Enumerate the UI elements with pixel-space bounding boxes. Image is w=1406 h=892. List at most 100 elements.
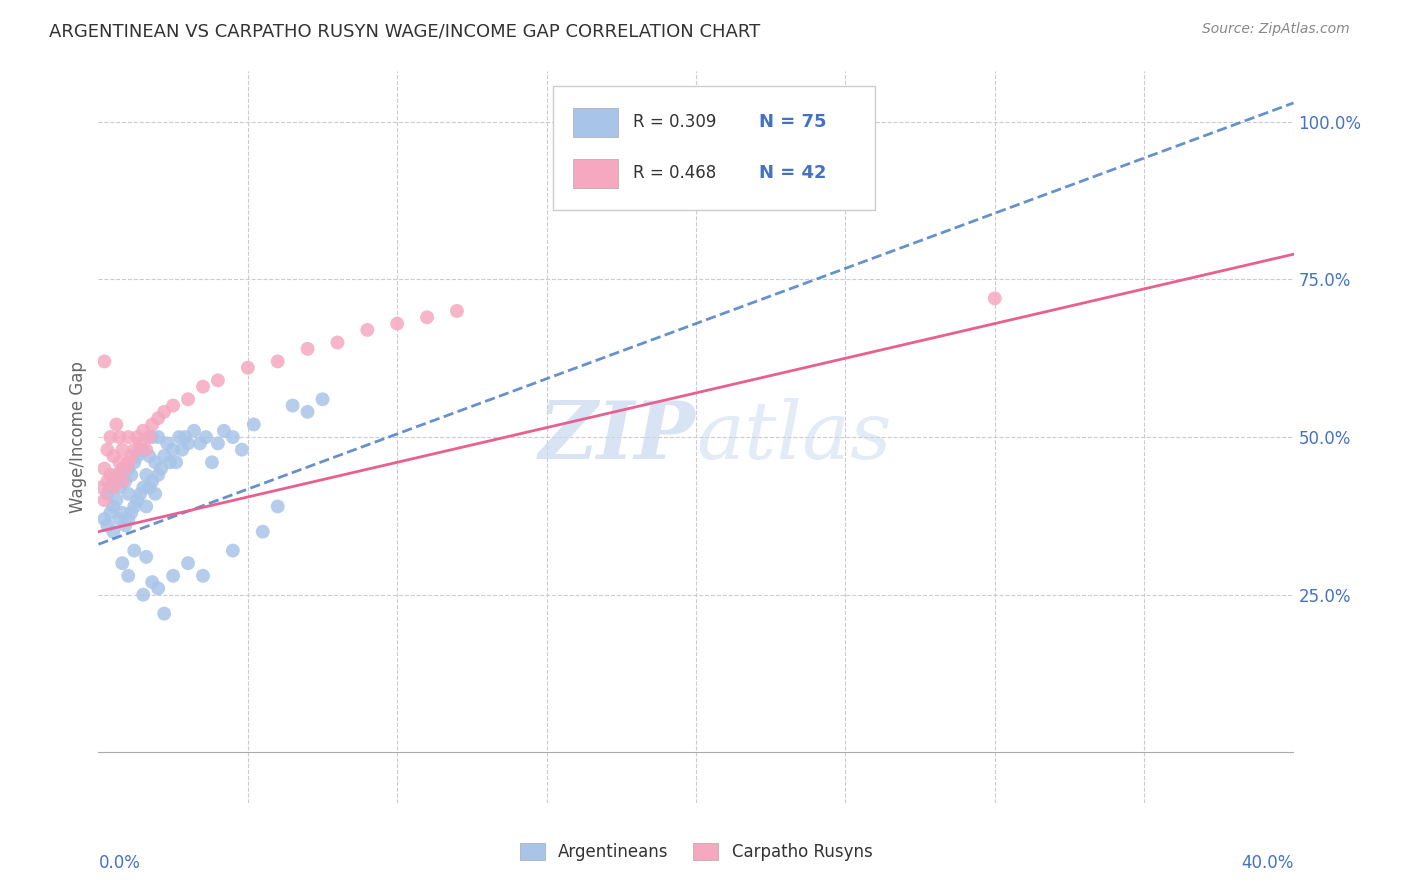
Point <box>103 474 125 488</box>
Point <box>177 392 200 407</box>
Text: N = 75: N = 75 <box>759 112 827 131</box>
Point <box>105 417 128 432</box>
Point <box>177 436 200 450</box>
Text: N = 42: N = 42 <box>759 164 827 182</box>
Point <box>311 392 333 407</box>
Point <box>188 436 211 450</box>
Point <box>162 442 184 457</box>
Point <box>108 455 131 469</box>
Point <box>148 411 170 425</box>
Point <box>183 424 205 438</box>
Point <box>416 310 439 325</box>
Legend: Argentineans, Carpatho Rusyns: Argentineans, Carpatho Rusyns <box>513 836 879 868</box>
Point <box>165 455 187 469</box>
Point <box>114 461 136 475</box>
Point <box>127 449 149 463</box>
Point <box>141 417 163 432</box>
Point <box>356 323 378 337</box>
Point <box>281 399 304 413</box>
Point <box>222 543 245 558</box>
Point <box>446 304 468 318</box>
Point <box>124 442 146 457</box>
Point <box>135 549 157 564</box>
Bar <box>572 159 619 188</box>
Point <box>326 335 349 350</box>
Point <box>150 461 173 475</box>
Text: atlas: atlas <box>696 399 891 475</box>
Point <box>98 506 122 520</box>
Point <box>297 405 319 419</box>
Point <box>90 481 112 495</box>
FancyBboxPatch shape <box>553 86 876 211</box>
Point <box>267 354 290 368</box>
Point <box>141 430 163 444</box>
Point <box>201 455 224 469</box>
Point <box>132 424 155 438</box>
Point <box>207 373 229 387</box>
Point <box>252 524 274 539</box>
Point <box>103 500 125 514</box>
Point <box>124 455 146 469</box>
Text: 0.0%: 0.0% <box>98 854 141 872</box>
Point <box>174 430 197 444</box>
Point <box>105 467 128 482</box>
Point <box>153 449 176 463</box>
Text: ZIP: ZIP <box>538 399 696 475</box>
Text: Source: ZipAtlas.com: Source: ZipAtlas.com <box>1202 22 1350 37</box>
Point <box>156 436 179 450</box>
Point <box>114 518 136 533</box>
Point <box>162 569 184 583</box>
Point <box>162 399 184 413</box>
Point <box>191 569 214 583</box>
Point <box>222 430 245 444</box>
Point <box>111 474 134 488</box>
Point <box>132 481 155 495</box>
Point <box>124 500 146 514</box>
Point <box>103 524 125 539</box>
Point <box>103 481 125 495</box>
Point <box>93 493 115 508</box>
Point <box>120 506 142 520</box>
Point <box>135 467 157 482</box>
Point <box>231 442 253 457</box>
Point <box>141 474 163 488</box>
Point <box>138 481 160 495</box>
Point <box>129 487 152 501</box>
Point <box>114 474 136 488</box>
Point <box>177 556 200 570</box>
Point <box>167 430 190 444</box>
Point <box>93 354 115 368</box>
Point <box>117 487 139 501</box>
Point <box>132 588 155 602</box>
Point <box>103 449 125 463</box>
Point <box>127 430 149 444</box>
Point <box>98 467 122 482</box>
Point <box>212 424 235 438</box>
Point <box>96 442 118 457</box>
Point <box>143 487 166 501</box>
Point <box>159 455 181 469</box>
Point <box>207 436 229 450</box>
Point <box>148 467 170 482</box>
Point <box>195 430 218 444</box>
Point <box>108 512 131 526</box>
Point <box>117 461 139 475</box>
Text: ARGENTINEAN VS CARPATHO RUSYN WAGE/INCOME GAP CORRELATION CHART: ARGENTINEAN VS CARPATHO RUSYN WAGE/INCOM… <box>49 22 761 40</box>
Point <box>138 449 160 463</box>
Text: R = 0.309: R = 0.309 <box>633 112 716 131</box>
Point <box>135 442 157 457</box>
Point <box>98 430 122 444</box>
Point <box>108 430 131 444</box>
Point <box>96 487 118 501</box>
Point <box>93 461 115 475</box>
Point <box>108 481 131 495</box>
Point <box>984 291 1007 305</box>
Point <box>124 543 146 558</box>
Point <box>111 556 134 570</box>
Point <box>243 417 266 432</box>
Text: R = 0.468: R = 0.468 <box>633 164 716 182</box>
Point <box>117 569 139 583</box>
Bar <box>572 108 619 137</box>
Point <box>267 500 290 514</box>
Point <box>120 467 142 482</box>
